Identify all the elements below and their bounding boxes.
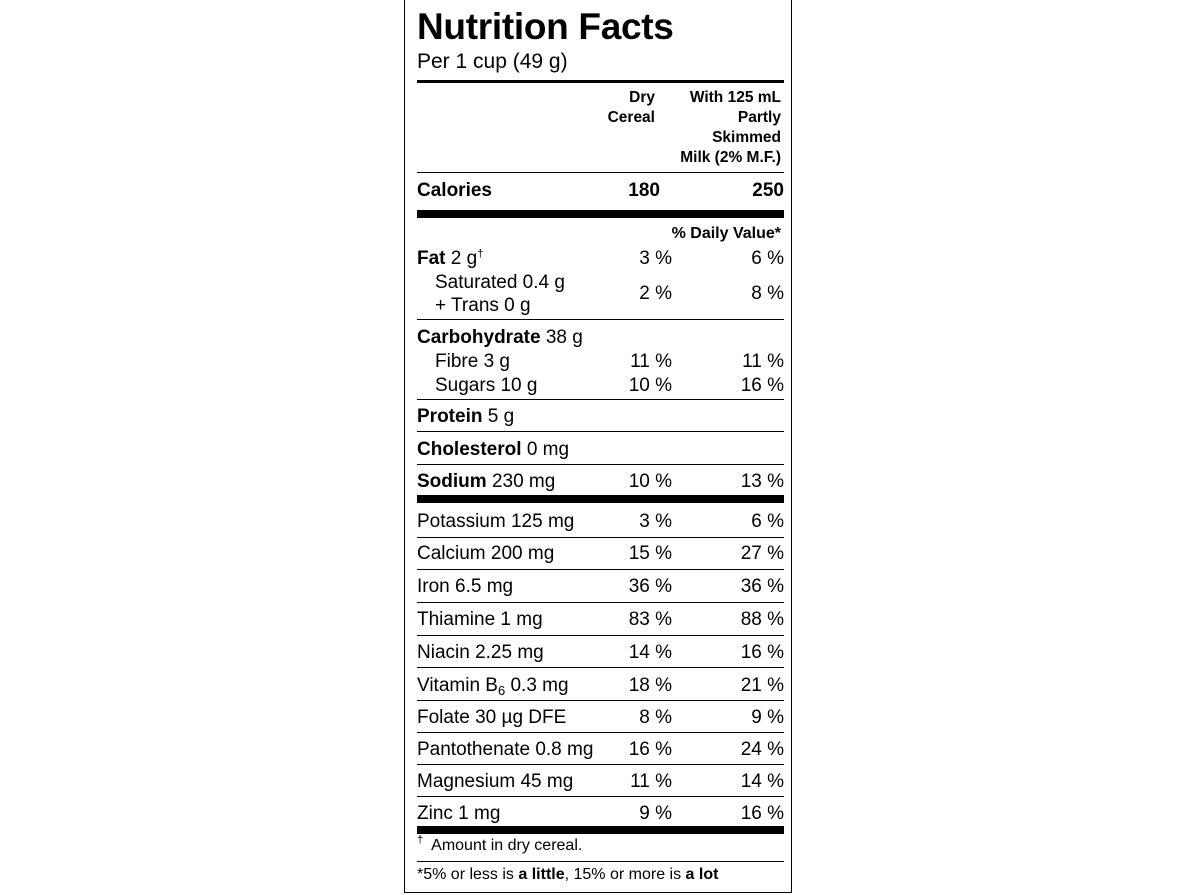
magnesium-dry: 11 % [630,771,672,792]
niacin-label: Niacin 2.25 mg [417,642,544,663]
divider-rule [417,861,784,862]
calcium-dry: 15 % [628,543,672,564]
sugars-dry: 10 % [628,375,672,396]
column-header-dry-cereal: Dry Cereal [607,89,655,126]
fibre-dry: 11 % [630,351,672,372]
vitamin-b6-subscript: 6 [497,683,506,698]
sodium-label: Sodium [417,471,487,492]
pantothenate-milk: 24 % [740,739,784,760]
divider-rule [417,172,784,173]
pantothenate-dry: 16 % [628,739,672,760]
folate-dry: 8 % [639,707,672,728]
fat-dry: 3 % [639,248,672,269]
fat-amount: 2 g [450,248,478,269]
dagger-mark: † [417,834,424,846]
potassium-dry: 3 % [639,511,672,532]
sodium-amount: 230 mg [491,471,556,492]
saturated-label: Saturated 0.4 g [435,272,565,293]
vitamin-b6-dry: 18 % [628,675,672,696]
saturated-dry: 2 % [639,283,672,304]
vitamin-b6-milk: 21 % [740,675,784,696]
sodium-milk: 13 % [740,471,784,492]
niacin-milk: 16 % [740,642,784,663]
protein-label: Protein [417,406,483,427]
divider-thick [417,495,784,503]
potassium-label: Potassium 125 mg [417,511,575,532]
daily-value-legend: *5% or less is a little, 15% or more is … [417,866,719,883]
divider-rule [417,431,784,432]
protein-amount: 5 g [487,406,515,427]
calcium-label: Calcium 200 mg [417,543,555,564]
zinc-label: Zinc 1 mg [417,803,501,824]
iron-milk: 36 % [740,576,784,597]
divider-thick [417,210,784,218]
divider-rule [417,80,784,83]
vitamin-b6-prefix: Vitamin B [417,675,498,696]
divider-rule [417,464,784,465]
divider-rule [417,732,784,733]
fat-milk: 6 % [751,248,784,269]
divider-rule [417,667,784,668]
calories-label: Calories [417,180,492,201]
divider-rule [417,537,784,538]
iron-label: Iron 6.5 mg [417,576,514,597]
saturated-milk: 8 % [751,283,784,304]
divider-rule [417,399,784,400]
cholesterol-amount: 0 mg [526,439,570,460]
thiamine-milk: 88 % [740,609,784,630]
trans-label: + Trans 0 g [435,295,531,316]
footnote-text: Amount in dry cereal. [431,837,583,854]
fat-label: Fat [417,248,446,269]
thiamine-dry: 83 % [628,609,672,630]
iron-dry: 36 % [628,576,672,597]
divider-rule [417,796,784,797]
daily-value-header: % Daily Value* [671,225,781,242]
carbohydrate-label: Carbohydrate [417,327,541,348]
potassium-milk: 6 % [751,511,784,532]
sugars-milk: 16 % [740,375,784,396]
fibre-milk: 11 % [742,351,784,372]
dagger-mark: † [477,248,484,260]
divider-rule [417,569,784,570]
carbohydrate-amount: 38 g [545,327,583,348]
thiamine-label: Thiamine 1 mg [417,609,543,630]
magnesium-milk: 14 % [740,771,784,792]
sodium-dry: 10 % [628,471,672,492]
divider-rule [417,635,784,636]
vitamin-b6-amount: 0.3 mg [510,675,569,696]
calories-dry: 180 [628,180,660,201]
calories-row: Calories 180 250 [417,180,784,208]
nutrition-facts-label: Nutrition Facts Per 1 cup (49 g) Dry Cer… [404,0,792,893]
divider-rule [417,700,784,701]
serving-size: Per 1 cup (49 g) [417,50,568,73]
calcium-milk: 27 % [740,543,784,564]
calories-milk: 250 [752,180,784,201]
column-header-with-milk: With 125 mL Partly Skimmed Milk (2% M.F.… [680,89,781,166]
cholesterol-label: Cholesterol [417,439,522,460]
divider-rule [417,602,784,603]
footnote-dagger: † Amount in dry cereal. [417,835,583,854]
niacin-dry: 14 % [628,642,672,663]
divider-thick [417,826,784,834]
magnesium-label: Magnesium 45 mg [417,771,574,792]
label-title: Nutrition Facts [417,6,674,47]
sugars-label: Sugars 10 g [435,375,538,396]
zinc-dry: 9 % [639,803,672,824]
fibre-label: Fibre 3 g [435,351,510,372]
zinc-milk: 16 % [740,803,784,824]
folate-label: Folate 30 µg DFE [417,707,567,728]
divider-rule [417,764,784,765]
folate-milk: 9 % [751,707,784,728]
pantothenate-label: Pantothenate 0.8 mg [417,739,594,760]
divider-rule [417,319,784,320]
